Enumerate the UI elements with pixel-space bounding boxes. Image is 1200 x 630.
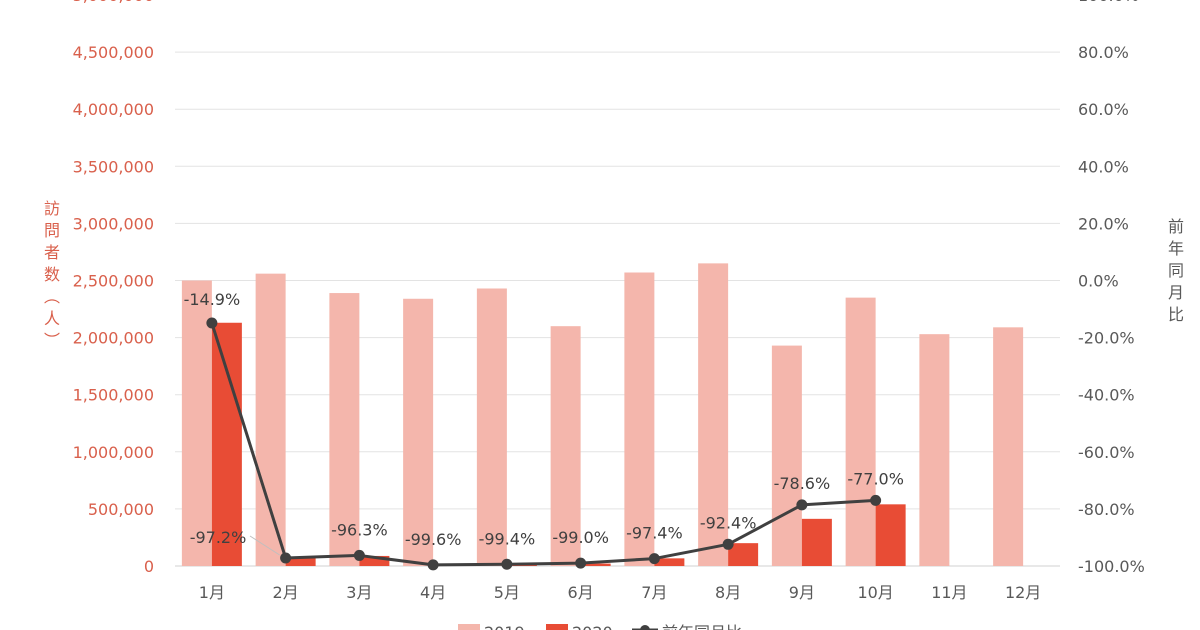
x-tick-label: 8月 — [715, 583, 741, 602]
data-label: -97.2% — [190, 528, 247, 547]
bar-2019-3月 — [329, 293, 360, 566]
y-tick-label: 5,000,000 — [73, 0, 154, 5]
y-tick-label: 4,500,000 — [73, 43, 154, 62]
bar-2020-1月 — [211, 322, 242, 566]
y2-tick-label: 60.0% — [1078, 100, 1129, 119]
y-tick-label: 0 — [144, 557, 154, 576]
x-tick-label: 5月 — [494, 583, 520, 602]
y-tick-label: 4,000,000 — [73, 100, 154, 119]
yoy-point-5月 — [501, 558, 513, 570]
y-tick-label: 1,500,000 — [73, 386, 154, 405]
x-tick-label: 12月 — [1005, 583, 1041, 602]
bar-2020-8月 — [728, 543, 759, 566]
y2-tick-label: -80.0% — [1078, 500, 1135, 519]
yoy-point-10月 — [870, 494, 882, 506]
yoy-line — [210, 322, 876, 567]
bar-2019-10月 — [845, 297, 876, 566]
bar-2019-7月 — [624, 272, 655, 566]
bar-2020-6月 — [580, 563, 611, 566]
y2-tick-label: -60.0% — [1078, 443, 1135, 462]
bar-2020-10月 — [875, 504, 906, 566]
bar-2019-6月 — [550, 326, 581, 566]
x-tick-label: 1月 — [199, 583, 225, 602]
y2-tick-label: 40.0% — [1078, 157, 1129, 176]
data-label: -77.0% — [847, 469, 904, 488]
y-tick-label: 3,000,000 — [73, 214, 154, 233]
yoy-point-9月 — [796, 499, 808, 511]
y-tick-label: 500,000 — [88, 500, 154, 519]
x-tick-label: 7月 — [641, 583, 667, 602]
bar-2020-9月 — [801, 518, 832, 566]
data-label: -92.4% — [700, 513, 757, 532]
bar-2019-11月 — [919, 334, 950, 566]
y-tick-label: 2,000,000 — [73, 329, 154, 348]
y-tick-label: 1,000,000 — [73, 443, 154, 462]
bar-2019-9月 — [771, 345, 802, 566]
legend-swatch-2020 — [546, 624, 568, 630]
bar-2019-5月 — [476, 288, 507, 566]
legend-swatch-marker — [640, 625, 650, 630]
x-tick-label: 4月 — [420, 583, 446, 602]
y2-tick-label: -40.0% — [1078, 386, 1135, 405]
yoy-point-6月 — [575, 557, 587, 569]
yoy-point-1月 — [206, 317, 218, 329]
bar-2019-12月 — [993, 327, 1024, 566]
y2-tick-label: 20.0% — [1078, 214, 1129, 233]
legend-swatch-2019 — [458, 624, 480, 630]
y2-tick-label: 0.0% — [1078, 272, 1119, 291]
data-label: -99.0% — [552, 528, 609, 547]
yoy-point-8月 — [722, 538, 734, 550]
y2-tick-label: -20.0% — [1078, 329, 1135, 348]
y-tick-label: 3,500,000 — [73, 157, 154, 176]
data-label: -14.9% — [184, 290, 241, 309]
legend-label: 前年同月比 — [662, 623, 742, 630]
bar-2020-2月 — [285, 557, 316, 566]
bar-2019-8月 — [698, 263, 729, 566]
bar-2019-1月 — [181, 280, 212, 566]
data-label: -78.6% — [774, 474, 831, 493]
x-tick-label: 11月 — [931, 583, 967, 602]
yoy-point-7月 — [648, 553, 660, 565]
y2-tick-label: 100.0% — [1078, 0, 1139, 5]
y2-axis-title: 前年同月比 — [1165, 218, 1184, 328]
y-axis-title: 訪問者数（人） — [41, 200, 60, 354]
data-label: -99.6% — [405, 530, 462, 549]
yoy-point-3月 — [353, 549, 365, 561]
y-tick-label: 2,500,000 — [73, 272, 154, 291]
data-label: -96.3% — [331, 520, 388, 539]
data-label: -97.4% — [626, 524, 683, 543]
x-tick-label: 3月 — [346, 583, 372, 602]
yoy-point-2月 — [280, 552, 292, 564]
bar-2020-7月 — [654, 558, 685, 566]
label-leader-line — [249, 535, 280, 556]
bar-2019-2月 — [255, 273, 286, 566]
x-tick-label: 2月 — [273, 583, 299, 602]
legend-label: 2020 — [572, 623, 613, 630]
yoy-point-4月 — [427, 559, 439, 571]
y2-tick-label: 80.0% — [1078, 43, 1129, 62]
bar-2019-4月 — [403, 298, 434, 566]
y2-tick-label: -100.0% — [1078, 557, 1145, 576]
data-label: -99.4% — [479, 529, 536, 548]
x-tick-label: 9月 — [789, 583, 815, 602]
bar-2020-3月 — [359, 555, 390, 566]
legend-label: 2019 — [484, 623, 525, 630]
x-tick-label: 10月 — [857, 583, 893, 602]
x-tick-label: 6月 — [568, 583, 594, 602]
